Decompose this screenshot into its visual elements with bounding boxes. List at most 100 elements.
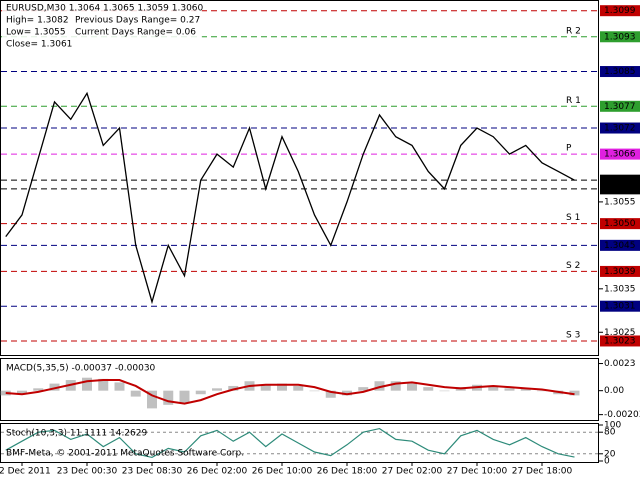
bar: [325, 390, 336, 398]
level-label-bg: [600, 265, 640, 277]
level-label: 1.3099: [604, 6, 636, 16]
x-tick-label: 26 Dec 18:00: [317, 467, 378, 477]
bar: [114, 382, 125, 391]
y-tick-label: 0.0023: [604, 359, 636, 369]
level-label-bg: [600, 31, 640, 43]
x-tick-label: 23 Dec 00:30: [57, 467, 118, 477]
price-line: [5, 427, 575, 459]
y-tick-label: 1.3025: [604, 328, 636, 338]
bar: [407, 383, 417, 391]
plot-layer: 1.3055 1.3035 1.3025 1.3099 R 2 1.3093 1.3085 R…: [0, 5, 640, 477]
level-label: 1.3060: [604, 176, 636, 186]
level-label: 1.3050: [604, 219, 636, 229]
price-line: [5, 91, 575, 305]
x-tick-label: 26 Dec 02:00: [187, 467, 248, 477]
bar: [520, 388, 531, 391]
annotation: Previous Days Range= 0.27: [75, 16, 200, 26]
bar: [390, 381, 401, 391]
level-label: 1.3031: [604, 302, 636, 312]
bar: [309, 390, 320, 392]
y-tick-label: 20: [604, 449, 616, 459]
bar: [195, 390, 206, 395]
bar: [277, 383, 287, 391]
bar: [488, 385, 499, 391]
level-label-bg: [600, 239, 640, 251]
x-tick-label: 27 Dec 18:00: [512, 467, 573, 477]
x-tick-label: 27 Dec 10:00: [447, 467, 508, 477]
main-panel: [0, 0, 599, 356]
annotation: Close= 1.3061: [6, 40, 72, 50]
bar: [147, 390, 157, 409]
bar: [260, 384, 271, 391]
y-tick-label: -0.00203: [604, 410, 640, 420]
level-label-bg: [600, 100, 640, 112]
y-tick-label: 80: [604, 428, 616, 438]
y-tick-label: 0: [604, 457, 610, 467]
y-tick-label: 1.3055: [604, 197, 636, 207]
level-name: S 2: [566, 261, 580, 271]
level-label: 1.3058: [604, 184, 636, 194]
stoch-panel: [0, 423, 599, 463]
price-line: [5, 379, 575, 405]
bar: [342, 390, 352, 396]
y-tick-label: 1.3035: [604, 284, 636, 294]
chart-title: EURUSD,M30 1.3064 1.3065 1.3059 1.3060: [6, 4, 204, 14]
y-tick-label: 0.00: [604, 386, 624, 396]
macd-title: MACD(5,35,5) -0.00037 -0.00030: [6, 364, 156, 374]
level-name: P: [566, 144, 572, 154]
level-name: R 1: [566, 96, 581, 106]
bar: [504, 388, 515, 391]
level-label-bg: [600, 174, 640, 186]
bar: [0, 390, 11, 396]
bar: [423, 387, 434, 391]
bar: [212, 388, 222, 391]
bar: [49, 383, 60, 391]
bar: [98, 378, 109, 391]
bar: [569, 390, 580, 396]
annotation: Current Days Range= 0.06: [75, 28, 196, 38]
footer: BMF-Meta, © 2001-2011 MetaQuotes Softwar…: [6, 449, 244, 459]
level-name: R 2: [566, 26, 581, 36]
header-bg: [2, 2, 202, 52]
level-label: 1.3072: [604, 124, 636, 134]
level-label: 1.3085: [604, 67, 636, 77]
bar: [228, 385, 239, 391]
level-label-bg: [600, 148, 640, 160]
bar: [374, 381, 385, 391]
x-tick-label: 22 Dec 2011: [0, 467, 51, 477]
level-label-bg: [600, 183, 640, 195]
level-label-bg: [600, 122, 640, 134]
bar: [439, 390, 450, 392]
level-label: 1.3077: [604, 102, 636, 112]
level-label: 1.3045: [604, 241, 636, 251]
stoch-title: Stoch(10,3,3) 11.1111 14.2629: [6, 429, 147, 439]
macd-panel: [0, 358, 599, 421]
level-label: 1.3093: [604, 32, 636, 42]
level-label-bg: [600, 66, 640, 78]
bar: [163, 390, 174, 405]
annotation: High= 1.3082: [6, 16, 69, 26]
level-label-bg: [600, 5, 640, 17]
annotation: Low= 1.3055: [6, 28, 66, 38]
level-label-bg: [600, 335, 640, 347]
level-label: 1.3066: [604, 150, 636, 160]
level-label-bg: [600, 218, 640, 230]
level-name: S 3: [566, 330, 580, 340]
bar: [130, 390, 141, 397]
level-label: 1.3023: [604, 336, 636, 346]
bar: [33, 388, 44, 391]
level-label: 1.3039: [604, 267, 636, 277]
level-label-bg: [600, 300, 640, 312]
bar: [358, 387, 369, 391]
x-tick-label: 23 Dec 08:30: [122, 467, 183, 477]
y-tick-label: 100: [604, 421, 621, 431]
level-name: S 1: [566, 213, 580, 223]
bar: [82, 377, 92, 391]
bar: [293, 385, 304, 391]
bar: [537, 390, 547, 392]
x-tick-label: 26 Dec 10:00: [252, 467, 313, 477]
bar: [179, 390, 190, 403]
bar: [17, 390, 27, 395]
